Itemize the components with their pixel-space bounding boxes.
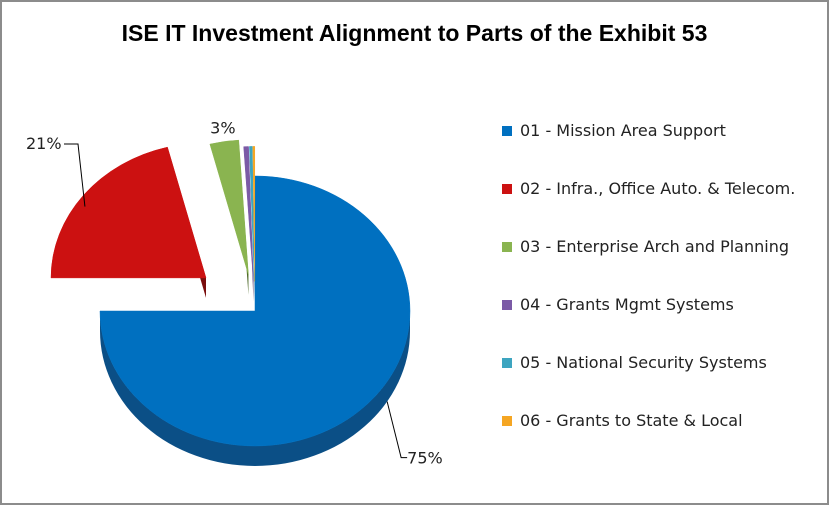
leader-line (64, 143, 86, 207)
legend-label: 06 - Grants to State & Local (520, 411, 743, 430)
data-label: 3% (210, 119, 235, 138)
legend-swatch (502, 300, 512, 310)
pie-slice (99, 175, 411, 447)
legend-swatch (502, 126, 512, 136)
legend-swatch (502, 358, 512, 368)
chart-title: ISE IT Investment Alignment to Parts of … (121, 20, 708, 46)
leader-line (386, 401, 408, 459)
legend-label: 03 - Enterprise Arch and Planning (520, 237, 789, 256)
pie-slice (50, 146, 207, 279)
legend-label: 02 - Infra., Office Auto. & Telecom. (520, 179, 796, 198)
pie-slice (249, 146, 255, 282)
legend-swatch (502, 184, 512, 194)
pie-slice (252, 146, 256, 282)
legend-swatch (502, 242, 512, 252)
legend-label: 04 - Grants Mgmt Systems (520, 295, 734, 314)
pie-slice (243, 146, 254, 282)
data-label: 75% (407, 449, 443, 468)
legend-swatch (502, 416, 512, 426)
data-label: 21% (26, 134, 62, 153)
pie-slice (209, 139, 249, 275)
legend-label: 01 - Mission Area Support (520, 121, 726, 140)
legend-label: 05 - National Security Systems (520, 353, 767, 372)
